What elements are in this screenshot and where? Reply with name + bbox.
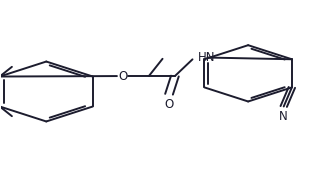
Text: O: O — [118, 70, 128, 83]
Text: HN: HN — [198, 51, 215, 64]
Text: N: N — [279, 110, 288, 123]
Text: O: O — [164, 98, 174, 111]
